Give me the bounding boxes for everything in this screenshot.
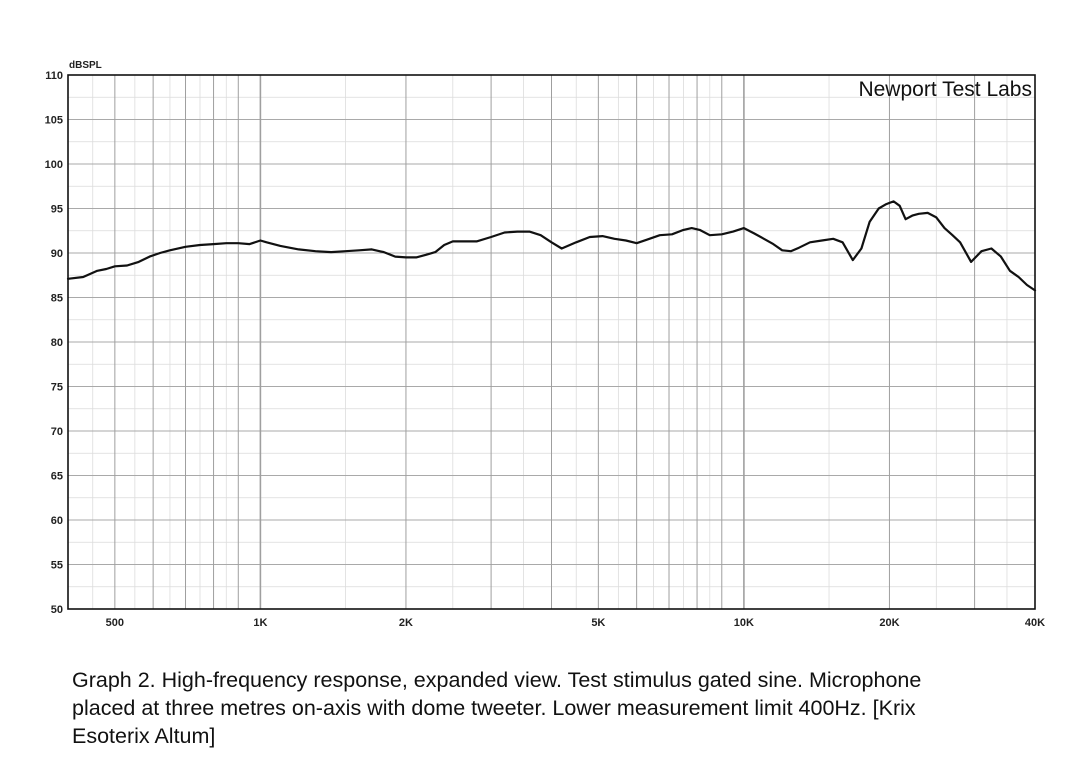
- y-tick-label: 60: [51, 515, 63, 527]
- y-axis-ticks: 50 55 60 65 70 75 80 85 90 95 100 105 110: [45, 70, 63, 616]
- y-tick-label: 70: [51, 426, 63, 438]
- x-tick-label: 5K: [591, 617, 605, 629]
- y-tick-label: 85: [51, 293, 63, 305]
- caption-line-1: Graph 2. High-frequency response, expand…: [72, 668, 922, 692]
- caption-line-2: placed at three metres on-axis with dome…: [72, 696, 916, 720]
- y-tick-label: 80: [51, 337, 63, 349]
- lab-watermark: Newport Test Labs: [858, 78, 1032, 101]
- y-tick-label: 75: [51, 382, 63, 394]
- y-tick-label: 90: [51, 248, 63, 260]
- x-tick-label: 10K: [734, 617, 754, 629]
- y-tick-label: 110: [45, 70, 63, 82]
- y-tick-label: 55: [51, 560, 63, 572]
- y-tick-label: 100: [45, 159, 63, 171]
- y-tick-label: 50: [51, 604, 63, 616]
- y-tick-label: 95: [51, 204, 63, 216]
- major-grid: [67, 74, 1036, 610]
- y-axis-label: dBSPL: [69, 60, 102, 71]
- y-tick-label: 65: [51, 471, 63, 483]
- plot-frame: [67, 74, 1036, 610]
- y-tick-label: 105: [45, 115, 63, 127]
- x-tick-label: 40K: [1025, 617, 1045, 629]
- frequency-response-chart: 50 55 60 65 70 75 80 85 90 95 100 105 110 500 1K 2K 5K 1…: [45, 60, 1046, 629]
- x-axis-ticks: 500 1K 2K 5K 10K 20K 40K: [106, 617, 1045, 629]
- x-tick-label: 20K: [879, 617, 899, 629]
- figure-caption: Graph 2. High-frequency response, expand…: [72, 666, 1062, 750]
- caption-line-3: Esoterix Altum]: [72, 724, 216, 748]
- series-line-response: [66, 200, 1037, 292]
- x-tick-label: 2K: [399, 617, 413, 629]
- x-tick-label: 500: [106, 617, 124, 629]
- x-tick-label: 1K: [253, 617, 267, 629]
